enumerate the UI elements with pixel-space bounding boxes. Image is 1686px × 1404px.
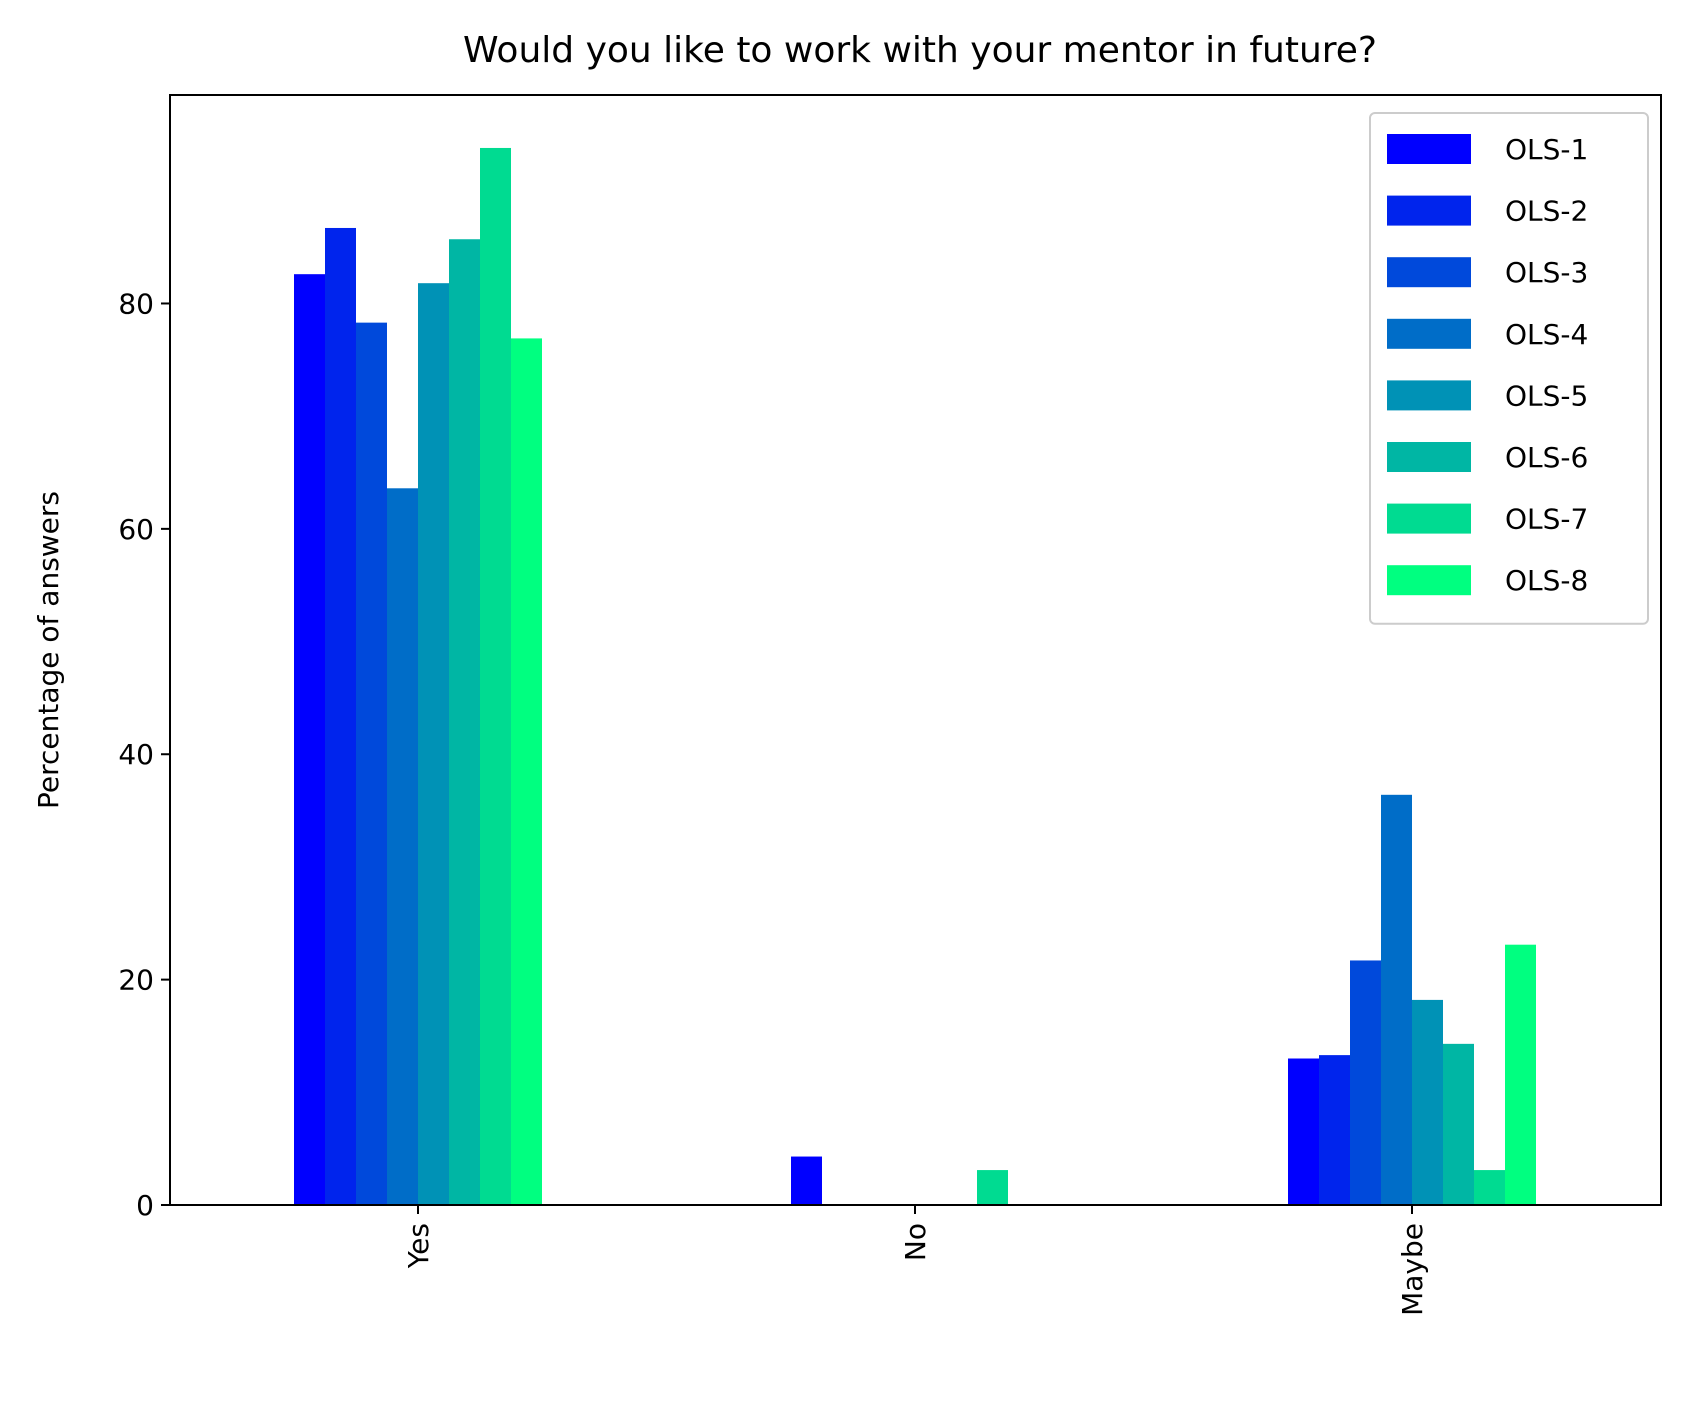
x-tick-label: Maybe	[1396, 1223, 1429, 1316]
bar-ols-3-yes	[356, 322, 387, 1205]
bar-ols-5-maybe	[1412, 999, 1443, 1205]
legend-swatch	[1387, 257, 1471, 288]
bar-ols-6-yes	[449, 239, 480, 1206]
legend-label: OLS-8	[1505, 564, 1588, 597]
y-tick-label: 40	[118, 738, 154, 771]
legend-swatch	[1387, 442, 1471, 472]
bar-ols-8-maybe	[1505, 944, 1536, 1205]
legend-label: OLS-7	[1505, 503, 1588, 536]
bar-ols-7-maybe	[1474, 1170, 1505, 1205]
x-tick-label: Yes	[402, 1223, 435, 1269]
legend-label: OLS-5	[1505, 379, 1588, 412]
bar-ols-1-yes	[294, 274, 325, 1205]
legend-label: OLS-1	[1505, 133, 1588, 166]
bar-ols-3-maybe	[1350, 960, 1381, 1205]
legend-swatch	[1387, 195, 1471, 226]
bar-ols-5-yes	[418, 283, 449, 1205]
bars-layer	[294, 147, 1536, 1206]
legend-swatch	[1387, 380, 1471, 411]
bar-ols-6-maybe	[1443, 1043, 1474, 1205]
legend-swatch	[1387, 565, 1471, 596]
legend-label: OLS-2	[1505, 195, 1588, 228]
y-tick-label: 60	[118, 513, 154, 546]
bar-ols-2-maybe	[1319, 1055, 1350, 1205]
legend-label: OLS-6	[1505, 441, 1588, 474]
chart-title: Would you like to work with your mentor …	[463, 30, 1377, 71]
bar-ols-7-yes	[480, 147, 511, 1206]
bar-ols-1-no	[791, 1156, 822, 1205]
y-axis-label: Percentage of answers	[32, 491, 65, 809]
legend-swatch	[1387, 503, 1471, 534]
legend-swatch	[1387, 318, 1471, 349]
legend-box	[1369, 112, 1649, 625]
axes-layer: 0 20 40 60 80 Yes No Maybe	[118, 94, 1662, 1316]
y-tick-label: 0	[136, 1189, 154, 1222]
y-tick-label: 80	[118, 287, 154, 320]
legend-label: OLS-4	[1505, 318, 1588, 351]
bar-ols-2-yes	[325, 227, 356, 1206]
bar-ols-8-yes	[511, 338, 542, 1205]
y-tick-label: 20	[118, 964, 154, 997]
legend: OLS-1 OLS-2 OLS-3 OLS-4 OLS-5 OLS-6 OLS-7 OLS-8	[1369, 112, 1649, 625]
legend-swatch	[1387, 134, 1471, 164]
x-tick-label: No	[899, 1223, 932, 1261]
legend-label: OLS-3	[1505, 256, 1588, 289]
bar-ols-4-maybe	[1381, 794, 1412, 1205]
bar-ols-7-no	[977, 1170, 1008, 1205]
bar-ols-4-yes	[387, 488, 418, 1205]
bar-ols-1-maybe	[1288, 1058, 1319, 1205]
